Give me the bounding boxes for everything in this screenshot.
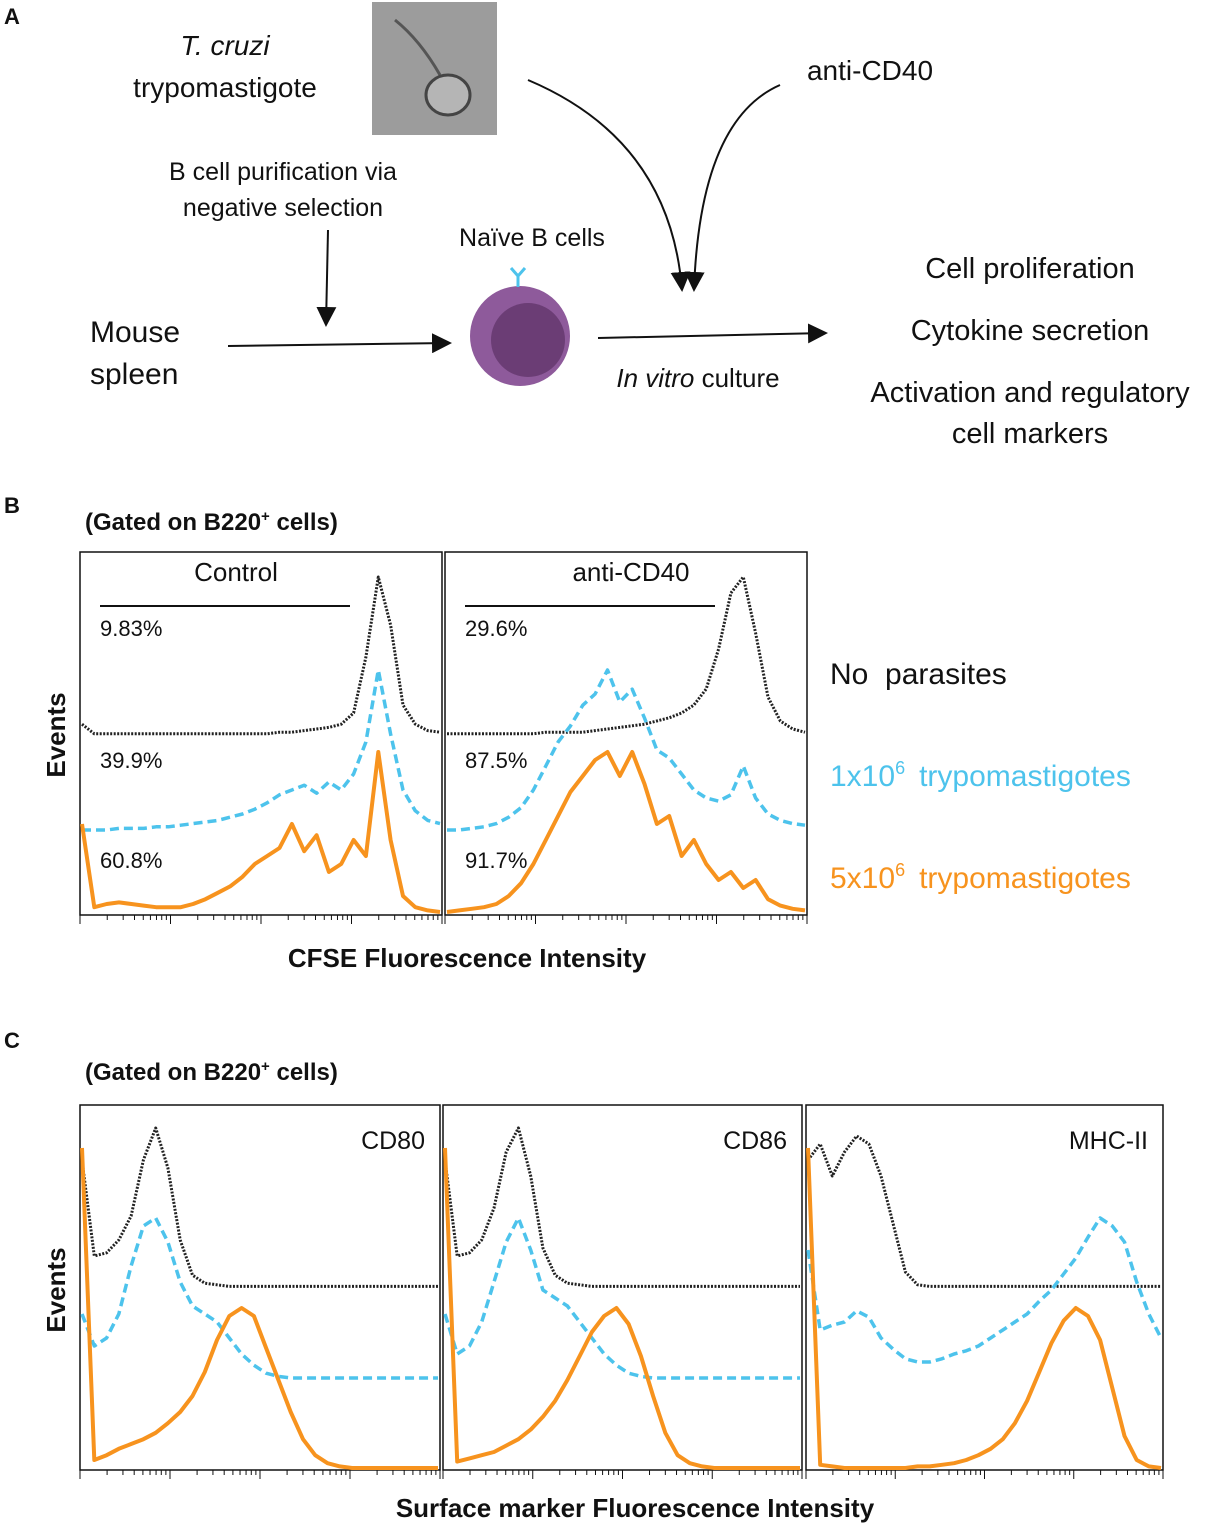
plot-title: CD86 xyxy=(723,1127,787,1155)
arrow xyxy=(316,229,337,327)
histogram-curve xyxy=(806,1147,1162,1470)
plot-title: Control xyxy=(194,557,278,587)
histogram-curve xyxy=(81,575,441,736)
source: spleen xyxy=(90,358,178,391)
gate-percent: 91.7% xyxy=(465,848,527,873)
histogram-curve xyxy=(447,575,806,736)
legend-text: trypomastigotes xyxy=(919,760,1131,793)
legend-text: No parasites xyxy=(830,658,1007,691)
arrow xyxy=(597,323,828,344)
histogram-curve xyxy=(446,750,806,914)
purification: negative selection xyxy=(183,194,383,222)
readout: Cytokine secretion xyxy=(911,315,1150,347)
readout: Activation and regulatory xyxy=(870,377,1190,409)
histogram-curve xyxy=(80,1216,438,1380)
plot-title: anti-CD40 xyxy=(572,557,689,587)
legend-entry: 5x106 trypomastigotes xyxy=(830,860,1131,895)
gate-text: cells) xyxy=(270,509,338,536)
legend-sup: 6 xyxy=(895,860,905,880)
parasite-body xyxy=(424,73,472,117)
cells-label: Naïve B cells xyxy=(459,224,605,252)
gate-percent: 60.8% xyxy=(100,848,162,873)
culture-italic: In vitro xyxy=(616,363,694,393)
readout: cell markers xyxy=(952,418,1108,450)
legend-entry: 1x106 trypomastigotes xyxy=(830,758,1131,793)
histogram-curve xyxy=(806,1134,1161,1288)
y-axis-label: Events xyxy=(41,1247,71,1332)
purification: B cell purification via xyxy=(169,158,397,186)
gate-label: (Gated on B220+ cells) xyxy=(85,508,338,536)
readout: Cell proliferation xyxy=(925,253,1135,285)
gate-text: cells) xyxy=(270,1059,338,1086)
arrow xyxy=(227,333,452,354)
x-axis-label: Surface marker Fluorescence Intensity xyxy=(396,1493,875,1523)
gate-label: (Gated on B220+ cells) xyxy=(85,1058,338,1086)
panel-letter: B xyxy=(4,493,20,518)
stage: trypomastigote xyxy=(133,72,317,103)
flagellum xyxy=(394,18,442,76)
source: Mouse xyxy=(90,316,180,349)
plot-frame xyxy=(442,1104,803,1471)
gate-sup: + xyxy=(261,508,270,525)
stimulus: anti-CD40 xyxy=(807,55,933,86)
species: T. cruzi xyxy=(180,30,270,61)
gate-percent: 87.5% xyxy=(465,748,527,773)
histogram-curve xyxy=(80,750,441,914)
histogram-curve xyxy=(443,1147,800,1470)
histogram-curve xyxy=(806,1216,1163,1364)
histogram-curve xyxy=(443,1216,800,1380)
gate-sup: + xyxy=(261,1058,270,1075)
plot-title: MHC-II xyxy=(1069,1127,1148,1155)
gate-percent: 29.6% xyxy=(465,616,527,641)
gate-text: (Gated on B220 xyxy=(85,509,261,536)
culture-rest: culture xyxy=(694,363,779,393)
legend-sup: 6 xyxy=(895,758,905,778)
nucleus xyxy=(491,303,565,377)
gate-percent: 39.9% xyxy=(100,748,162,773)
arrow xyxy=(527,79,691,292)
legend-entry: No parasites xyxy=(830,658,1007,691)
receptor xyxy=(509,267,527,287)
y-axis-label: Events xyxy=(41,692,71,777)
gate-percent: 9.83% xyxy=(100,616,162,641)
panel-letter: A xyxy=(4,4,20,29)
arrow xyxy=(684,84,781,292)
legend-text: 1x10 xyxy=(830,760,895,793)
histogram-curve xyxy=(443,1126,800,1288)
culture: In vitro culture xyxy=(616,363,779,393)
legend-text: trypomastigotes xyxy=(919,862,1131,895)
gate-text: (Gated on B220 xyxy=(85,1059,261,1086)
x-axis-label: CFSE Fluorescence Intensity xyxy=(288,943,647,973)
plot-title: CD80 xyxy=(361,1127,425,1155)
histogram-curve xyxy=(447,668,806,832)
legend-text: 5x10 xyxy=(830,862,895,895)
histogram-curve xyxy=(80,1147,438,1470)
histogram-curve xyxy=(82,668,441,832)
plot-frame xyxy=(79,1104,441,1471)
panel-letter: C xyxy=(4,1028,20,1053)
arrows xyxy=(227,79,828,354)
